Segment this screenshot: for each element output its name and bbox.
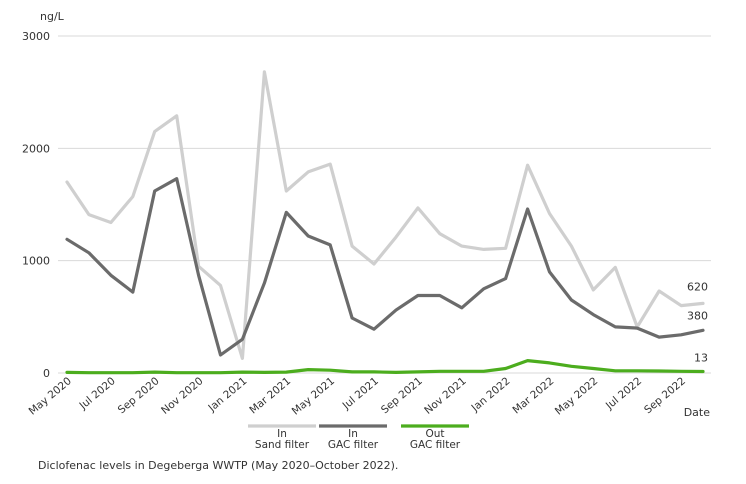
y-axis-ticks: 0 1000 2000 3000 xyxy=(22,30,50,380)
legend-label: Sand filter xyxy=(255,439,310,451)
legend-label: GAC filter xyxy=(328,439,379,451)
x-tick-label: Jul 2022 xyxy=(603,375,644,412)
y-tick-label: 0 xyxy=(43,367,50,380)
y-axis-label: ng/L xyxy=(40,10,65,23)
grid-lines xyxy=(58,35,711,374)
legend-label: In xyxy=(348,428,358,440)
chart-caption: Diclofenac levels in Degeberga WWTP (May… xyxy=(38,459,399,472)
x-tick-label: Jan 2021 xyxy=(205,375,249,415)
series-line xyxy=(65,177,705,357)
y-tick-label: 3000 xyxy=(22,30,50,43)
legend-label: In xyxy=(277,428,287,440)
series-lines xyxy=(65,70,705,375)
x-tick-label: Sep 2020 xyxy=(116,375,162,416)
series-end-label: 13 xyxy=(694,352,708,365)
y-tick-label: 1000 xyxy=(22,255,50,268)
x-tick-label: Mar 2021 xyxy=(247,375,293,416)
x-tick-label: May 2022 xyxy=(553,375,600,417)
x-tick-label: Sep 2021 xyxy=(379,375,425,416)
x-axis-label: Date xyxy=(684,406,711,419)
x-tick-label: Jul 2021 xyxy=(340,375,381,412)
series-end-label: 380 xyxy=(687,309,708,322)
legend-label: GAC filter xyxy=(410,439,461,451)
series-line xyxy=(65,70,705,360)
x-tick-label: Nov 2020 xyxy=(159,375,205,417)
series-end-label: 620 xyxy=(687,280,708,293)
x-tick-label: Mar 2022 xyxy=(510,375,556,416)
y-tick-label: 2000 xyxy=(22,142,50,155)
x-tick-label: May 2021 xyxy=(290,375,337,417)
end-labels: 620 380 13 xyxy=(687,280,708,364)
x-tick-label: Jul 2020 xyxy=(77,375,118,412)
x-tick-label: Sep 2022 xyxy=(642,375,688,416)
x-tick-label: Jan 2022 xyxy=(469,375,513,415)
legend-label: Out xyxy=(425,428,444,440)
x-tick-label: May 2020 xyxy=(27,375,74,417)
series-line xyxy=(65,359,705,375)
x-tick-label: Nov 2021 xyxy=(422,375,468,417)
